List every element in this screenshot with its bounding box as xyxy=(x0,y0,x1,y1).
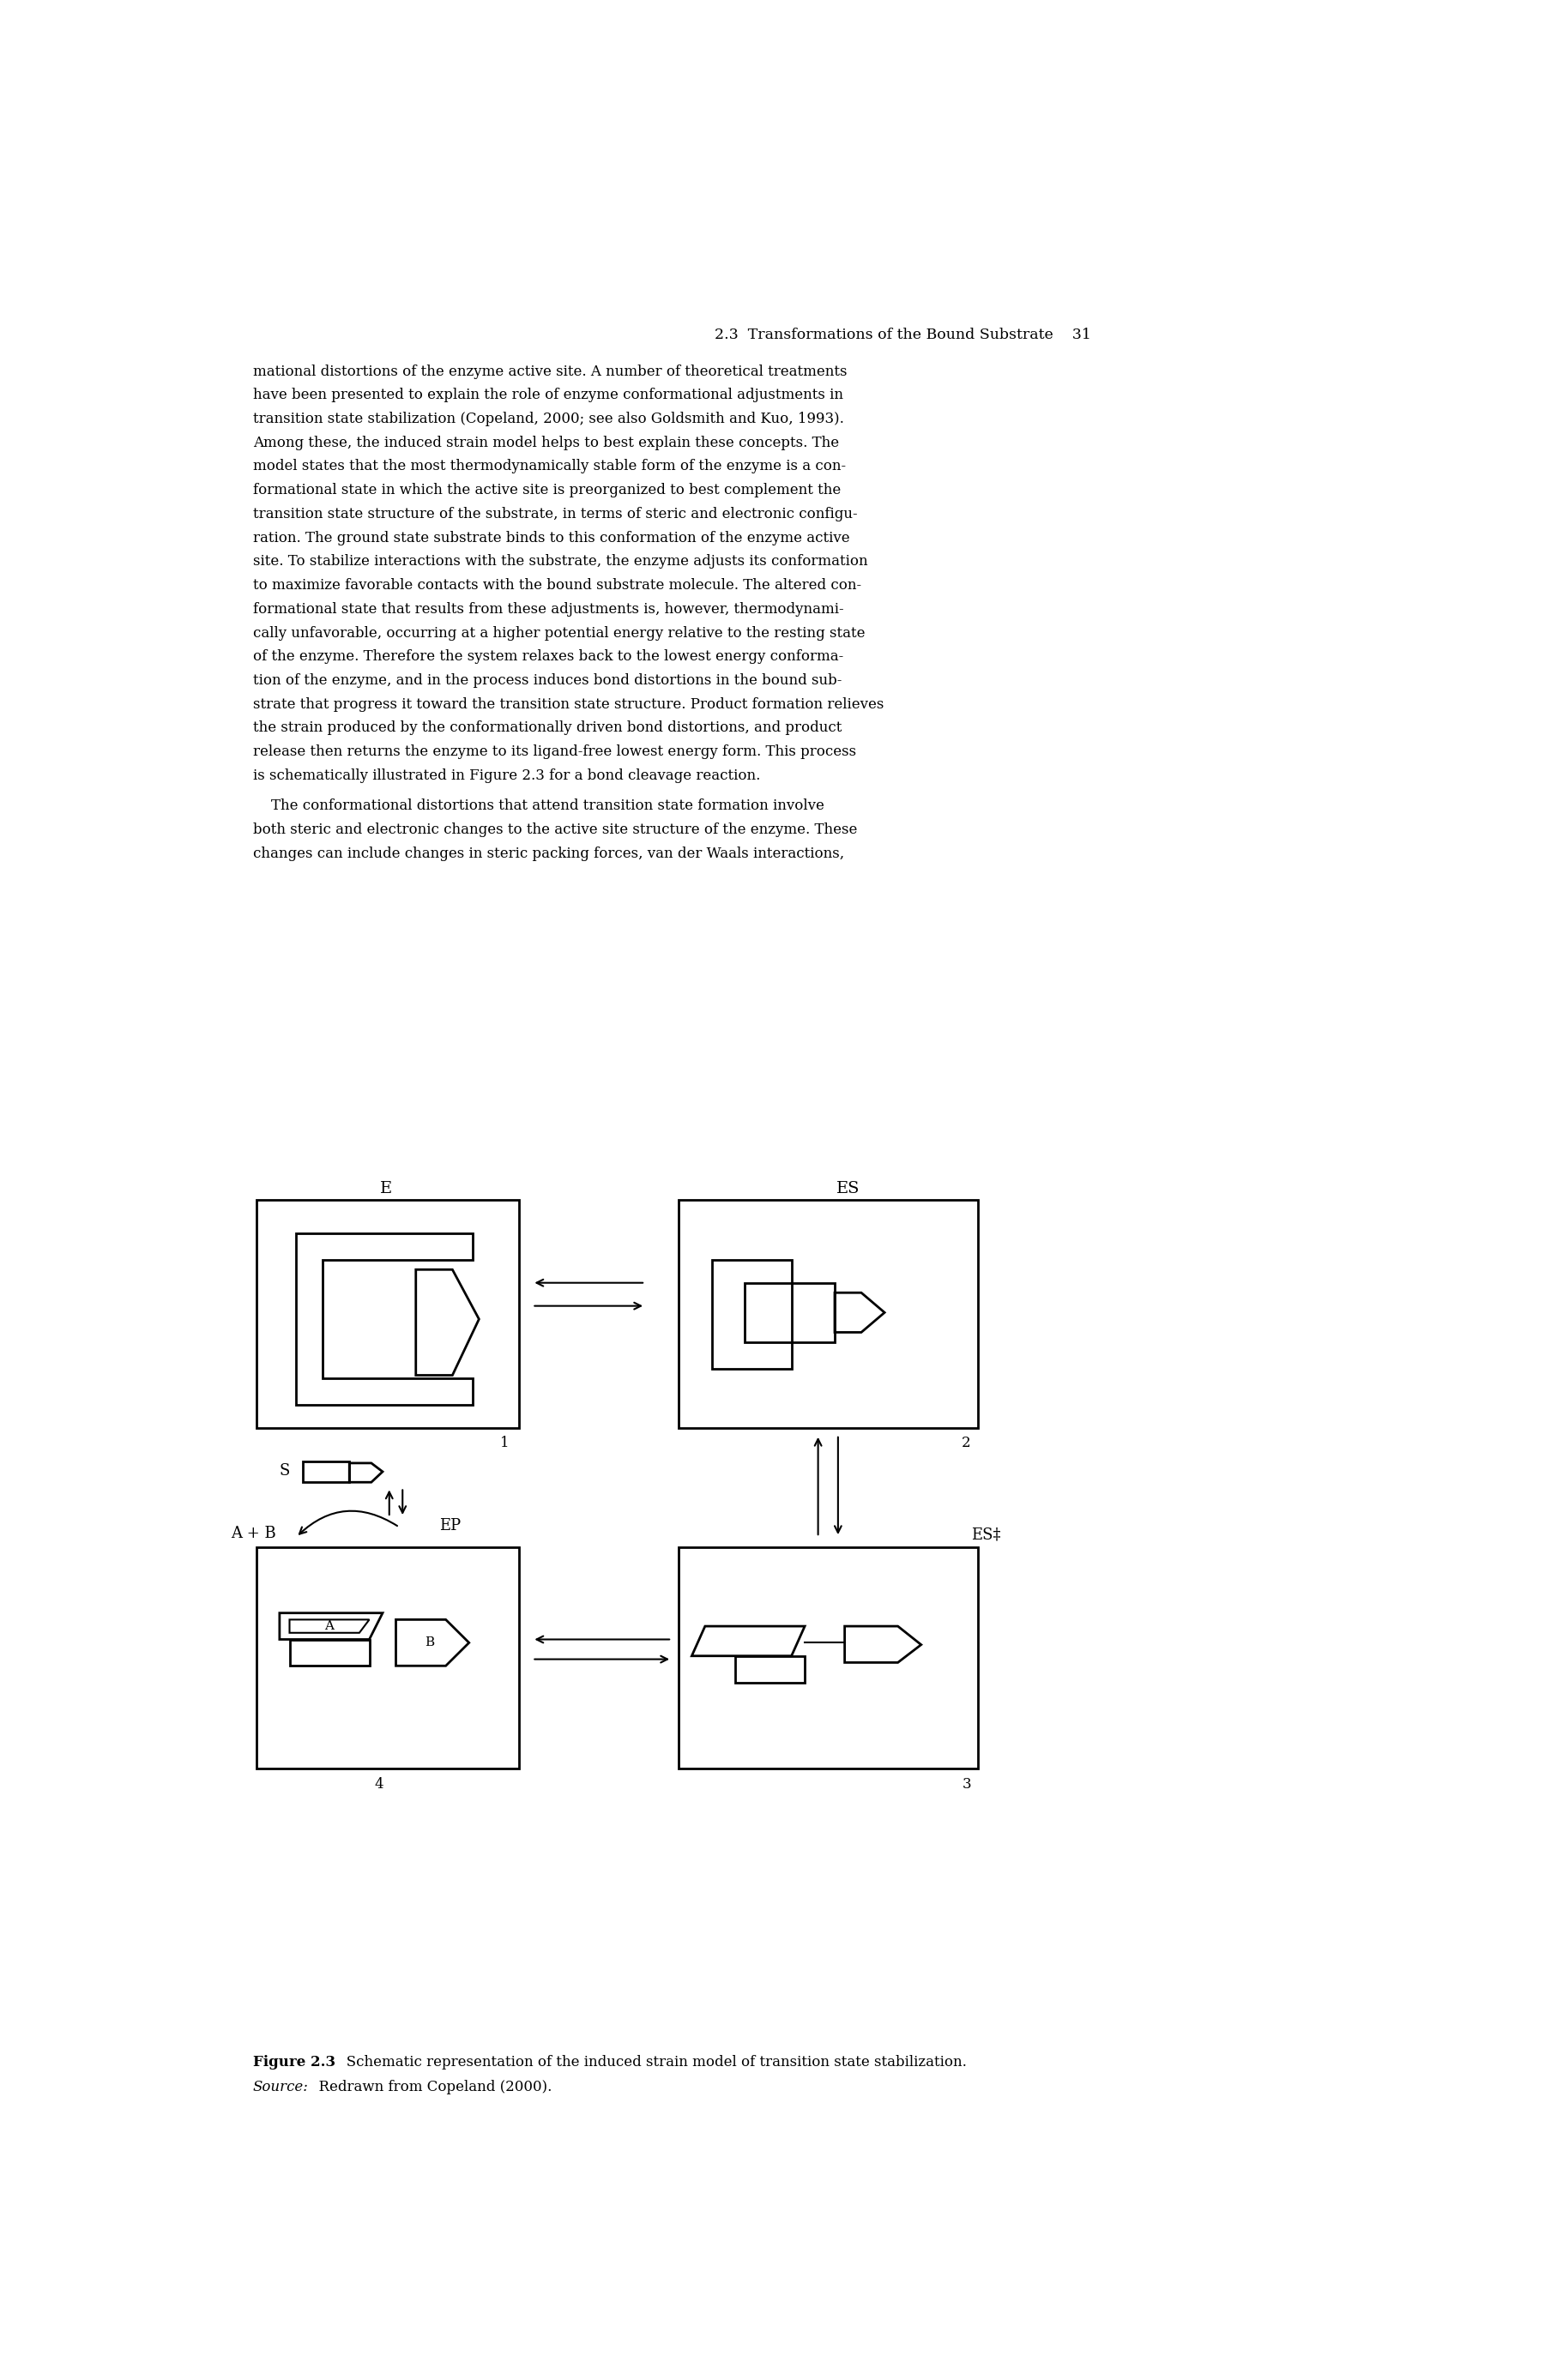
Text: model states that the most thermodynamically stable form of the enzyme is a con-: model states that the most thermodynamic… xyxy=(253,459,845,474)
Bar xyxy=(678,1547,978,1768)
Text: to maximize favorable contacts with the bound substrate molecule. The altered co: to maximize favorable contacts with the … xyxy=(253,578,861,593)
Text: 3: 3 xyxy=(963,1778,970,1792)
Text: transition state structure of the substrate, in terms of steric and electronic c: transition state structure of the substr… xyxy=(253,507,857,521)
Bar xyxy=(256,1200,519,1428)
Text: tion of the enzyme, and in the process induces bond distortions in the bound sub: tion of the enzyme, and in the process i… xyxy=(253,674,842,688)
Text: EP: EP xyxy=(439,1518,460,1533)
Text: release then returns the enzyme to its ligand-free lowest energy form. This proc: release then returns the enzyme to its l… xyxy=(253,745,856,759)
Text: cally unfavorable, occurring at a higher potential energy relative to the restin: cally unfavorable, occurring at a higher… xyxy=(253,626,865,640)
Text: Redrawn from Copeland (2000).: Redrawn from Copeland (2000). xyxy=(309,2080,552,2094)
Text: A + B: A + B xyxy=(232,1526,277,1542)
Text: transition state stabilization (Copeland, 2000; see also Goldsmith and Kuo, 1993: transition state stabilization (Copeland… xyxy=(253,412,844,426)
Text: Schematic representation of the induced strain model of transition state stabili: Schematic representation of the induced … xyxy=(332,2054,967,2068)
Text: 4: 4 xyxy=(375,1778,383,1792)
Text: ES‡: ES‡ xyxy=(970,1528,1001,1542)
Text: Source:: Source: xyxy=(253,2080,309,2094)
Text: Figure 2.3: Figure 2.3 xyxy=(253,2054,335,2068)
Text: the strain produced by the conformationally driven bond distortions, and product: the strain produced by the conformationa… xyxy=(253,721,842,735)
Text: of the enzyme. Therefore the system relaxes back to the lowest energy conforma-: of the enzyme. Therefore the system rela… xyxy=(253,650,844,664)
Text: 1: 1 xyxy=(501,1435,508,1449)
Text: E: E xyxy=(380,1180,392,1197)
Text: The conformational distortions that attend transition state formation involve: The conformational distortions that atte… xyxy=(253,800,823,814)
Text: formational state in which the active site is preorganized to best complement th: formational state in which the active si… xyxy=(253,483,840,497)
Text: strate that progress it toward the transition state structure. Product formation: strate that progress it toward the trans… xyxy=(253,697,884,712)
Text: B: B xyxy=(425,1637,434,1649)
Text: ES: ES xyxy=(836,1180,859,1197)
Text: A: A xyxy=(324,1621,334,1633)
Text: formational state that results from these adjustments is, however, thermodynami-: formational state that results from thes… xyxy=(253,602,844,616)
Text: Among these, the induced strain model helps to best explain these concepts. The: Among these, the induced strain model he… xyxy=(253,436,839,450)
Text: ration. The ground state substrate binds to this conformation of the enzyme acti: ration. The ground state substrate binds… xyxy=(253,531,850,545)
Text: both steric and electronic changes to the active site structure of the enzyme. T: both steric and electronic changes to th… xyxy=(253,823,857,838)
Bar xyxy=(678,1200,978,1428)
Text: site. To stabilize interactions with the substrate, the enzyme adjusts its confo: site. To stabilize interactions with the… xyxy=(253,555,868,569)
Text: mational distortions of the enzyme active site. A number of theoretical treatmen: mational distortions of the enzyme activ… xyxy=(253,364,847,378)
Text: S: S xyxy=(280,1464,289,1478)
Text: 2: 2 xyxy=(963,1435,970,1449)
Text: 2.3  Transformations of the Bound Substrate    31: 2.3 Transformations of the Bound Substra… xyxy=(714,328,1091,343)
Text: is schematically illustrated in Figure 2.3 for a bond cleavage reaction.: is schematically illustrated in Figure 2… xyxy=(253,769,760,783)
FancyArrowPatch shape xyxy=(300,1511,397,1535)
Text: changes can include changes in steric packing forces, van der Waals interactions: changes can include changes in steric pa… xyxy=(253,847,844,862)
Bar xyxy=(256,1547,519,1768)
Text: have been presented to explain the role of enzyme conformational adjustments in: have been presented to explain the role … xyxy=(253,388,844,402)
